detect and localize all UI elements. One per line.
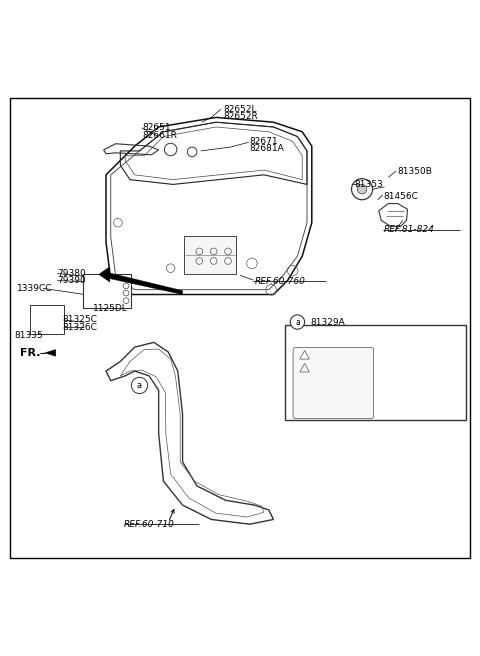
Text: 82652L: 82652L bbox=[223, 105, 257, 113]
Circle shape bbox=[290, 315, 305, 329]
Text: 81335: 81335 bbox=[14, 331, 43, 340]
Text: 81350B: 81350B bbox=[397, 167, 432, 176]
FancyBboxPatch shape bbox=[285, 325, 466, 420]
Text: 82651: 82651 bbox=[142, 123, 170, 133]
Text: 82652R: 82652R bbox=[223, 112, 258, 121]
Polygon shape bbox=[99, 267, 110, 282]
Text: a: a bbox=[137, 381, 142, 390]
Text: REF.60-760: REF.60-760 bbox=[254, 277, 305, 285]
Circle shape bbox=[132, 377, 148, 394]
Text: 81456C: 81456C bbox=[384, 192, 419, 201]
FancyBboxPatch shape bbox=[10, 98, 470, 558]
FancyBboxPatch shape bbox=[83, 274, 132, 308]
FancyBboxPatch shape bbox=[30, 305, 64, 334]
Text: 81353: 81353 bbox=[354, 180, 383, 189]
Text: 82661R: 82661R bbox=[142, 131, 177, 140]
Text: 82671: 82671 bbox=[250, 137, 278, 146]
Text: 81326C: 81326C bbox=[62, 323, 97, 331]
Circle shape bbox=[357, 184, 367, 194]
Text: a: a bbox=[295, 318, 300, 327]
FancyBboxPatch shape bbox=[184, 236, 236, 274]
Text: 82681A: 82681A bbox=[250, 144, 284, 153]
Polygon shape bbox=[104, 272, 182, 295]
Text: 79390: 79390 bbox=[57, 276, 86, 285]
FancyBboxPatch shape bbox=[293, 348, 373, 419]
Text: 79380: 79380 bbox=[57, 269, 86, 278]
Text: 81325C: 81325C bbox=[62, 316, 97, 324]
Text: 1125DL: 1125DL bbox=[93, 304, 127, 314]
Text: REF.60-710: REF.60-710 bbox=[124, 520, 175, 529]
Text: FR.: FR. bbox=[20, 348, 40, 358]
Text: 81329A: 81329A bbox=[311, 318, 346, 327]
Text: REF.81-824: REF.81-824 bbox=[384, 226, 434, 234]
Polygon shape bbox=[45, 350, 56, 356]
Text: 1339CC: 1339CC bbox=[17, 284, 53, 293]
